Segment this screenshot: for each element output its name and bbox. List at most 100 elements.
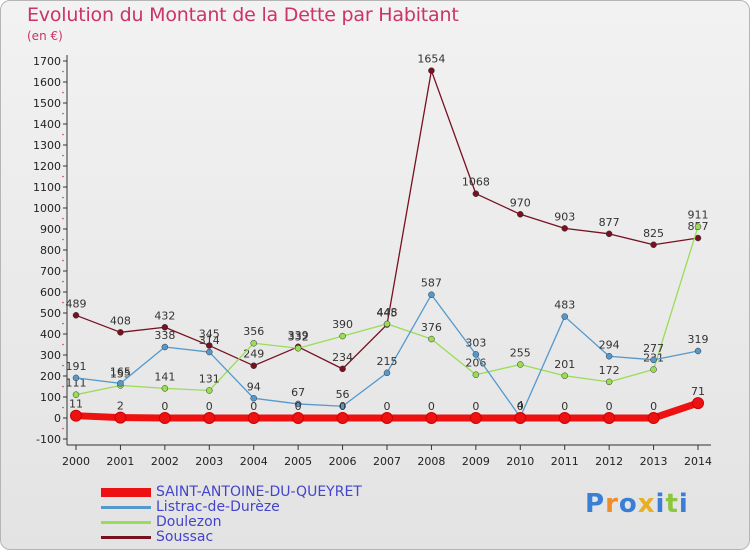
data-label: 141 (154, 370, 175, 383)
data-label: 0 (161, 400, 168, 413)
x-tick-label: 2013 (640, 455, 668, 468)
logo-letter: r (605, 489, 619, 519)
legend-swatch (101, 536, 151, 539)
data-label: 71 (691, 385, 705, 398)
data-label: 911 (688, 209, 709, 222)
data-point (514, 412, 527, 424)
data-label: 1654 (417, 53, 445, 66)
y-tick-label: 1000 (33, 202, 61, 215)
data-point (247, 412, 260, 424)
x-tick-label: 2005 (284, 455, 312, 468)
proxiti-logo: Proxiti (585, 489, 689, 519)
y-minor-tick (62, 427, 64, 430)
data-label: 332 (288, 330, 309, 343)
data-label: 339 (288, 329, 309, 342)
data-label: 903 (554, 210, 575, 223)
data-point (469, 412, 482, 424)
data-label: 0 (295, 400, 302, 413)
data-point (292, 412, 305, 424)
data-point (72, 374, 80, 382)
data-point (117, 329, 124, 336)
y-tick-label: 100 (40, 391, 61, 404)
data-point (428, 335, 435, 343)
y-minor-tick (62, 217, 64, 220)
data-label: 345 (199, 328, 220, 341)
chart-title: Evolution du Montant de la Dette par Hab… (27, 4, 459, 26)
data-label: 0 (606, 400, 613, 413)
data-point (158, 412, 171, 424)
data-label: 314 (199, 334, 220, 347)
data-point (70, 409, 82, 422)
data-point (561, 225, 568, 232)
logo-letter: t (665, 489, 679, 519)
data-point (250, 362, 257, 369)
y-tick-label: 400 (40, 328, 61, 341)
data-label: 215 (377, 355, 398, 368)
data-label: 0 (428, 400, 435, 413)
data-label: 94 (247, 380, 261, 393)
x-tick-label: 2008 (417, 455, 445, 468)
y-minor-tick (62, 364, 64, 367)
data-label: 390 (332, 318, 353, 331)
x-tick-label: 2001 (106, 455, 134, 468)
data-point (650, 241, 657, 248)
legend-swatch (101, 521, 151, 524)
data-point (114, 411, 127, 424)
data-label: 0 (472, 400, 479, 413)
legend-label: Doulezon (156, 514, 222, 530)
data-point (294, 345, 302, 352)
data-point (381, 412, 393, 424)
data-point (692, 397, 704, 410)
data-point (605, 353, 613, 360)
y-tick-label: 900 (40, 223, 61, 236)
y-minor-tick (62, 406, 64, 409)
y-minor-tick (62, 259, 64, 262)
x-tick-label: 2004 (240, 455, 268, 468)
data-label: 1068 (462, 176, 490, 189)
x-tick-label: 2014 (684, 455, 712, 468)
y-tick-label: 500 (40, 307, 61, 320)
data-point (250, 395, 257, 402)
y-minor-tick (62, 343, 64, 346)
data-point (383, 369, 391, 377)
y-minor-tick (62, 322, 64, 325)
data-point (206, 387, 213, 394)
logo-letter: P (585, 489, 606, 519)
data-point (561, 372, 568, 380)
y-minor-tick (62, 385, 64, 388)
data-label: 111 (66, 377, 87, 390)
data-point (558, 412, 571, 424)
data-label: 303 (465, 336, 486, 349)
y-minor-tick (62, 280, 64, 283)
data-point (203, 412, 216, 424)
y-minor-tick (62, 175, 64, 178)
data-label: 0 (517, 400, 524, 413)
data-label: 255 (510, 346, 531, 359)
x-tick-label: 2000 (62, 455, 90, 468)
data-point (339, 365, 346, 373)
data-point (647, 412, 660, 424)
data-label: 201 (554, 358, 575, 371)
x-tick-label: 2010 (506, 455, 534, 468)
y-tick-label: 1300 (33, 139, 61, 152)
y-tick-label: 600 (40, 286, 61, 299)
x-tick-label: 2011 (551, 455, 579, 468)
data-label: 11 (69, 398, 83, 411)
data-point (517, 211, 524, 218)
data-point (603, 412, 616, 424)
y-tick-label: -100 (36, 433, 61, 446)
data-point (694, 234, 702, 242)
data-point (72, 391, 80, 398)
data-point (161, 324, 169, 331)
legend-swatch (101, 506, 151, 509)
data-label: 56 (336, 388, 350, 401)
data-label: 587 (421, 277, 442, 290)
data-point (605, 378, 613, 386)
logo-letter: o (618, 489, 638, 519)
data-label: 376 (421, 321, 442, 334)
data-point (428, 67, 435, 74)
y-minor-tick (62, 70, 64, 73)
y-minor-tick (62, 196, 64, 199)
